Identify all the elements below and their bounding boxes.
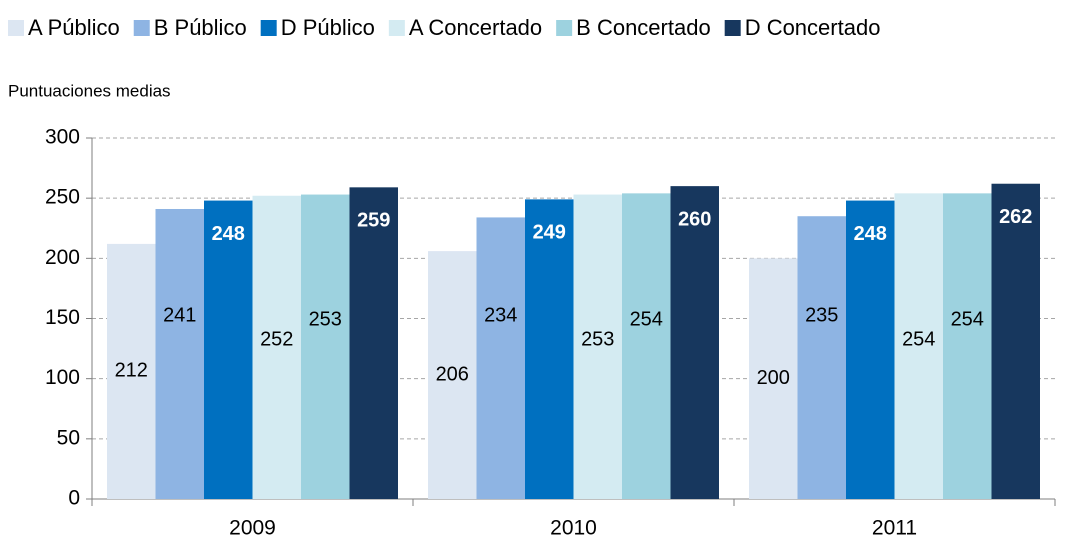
legend-label: D Público xyxy=(281,15,375,40)
legend-swatch xyxy=(388,20,405,36)
legend-swatch xyxy=(133,20,150,36)
bar xyxy=(670,186,719,499)
bar xyxy=(525,199,574,499)
data-label: 253 xyxy=(309,308,342,330)
x-tick-label: 2009 xyxy=(229,517,276,540)
y-tick-label: 200 xyxy=(45,246,80,269)
bar xyxy=(749,258,798,499)
x-tick-label: 2011 xyxy=(872,517,917,540)
data-label: 248 xyxy=(854,223,887,245)
data-label: 254 xyxy=(951,308,984,330)
bar xyxy=(573,194,622,499)
y-axis-label: Puntuaciones medias xyxy=(8,81,171,100)
bar xyxy=(428,251,477,499)
legend-label: A Concertado xyxy=(409,15,542,40)
bar xyxy=(349,187,398,499)
data-label: 212 xyxy=(115,360,148,382)
data-label: 241 xyxy=(163,304,196,326)
bar xyxy=(991,183,1040,499)
data-label: 253 xyxy=(581,328,614,350)
data-label: 254 xyxy=(902,328,935,350)
legend-swatch xyxy=(556,20,573,36)
y-tick-label: 250 xyxy=(45,186,80,209)
y-tick-label: 100 xyxy=(45,366,80,389)
x-tick-label: 2010 xyxy=(550,517,597,540)
bar xyxy=(252,195,301,499)
legend-label: D Concertado xyxy=(745,15,881,40)
data-label: 206 xyxy=(436,363,469,385)
bar xyxy=(107,243,156,499)
data-label: 252 xyxy=(260,328,293,350)
bar xyxy=(894,193,943,499)
bar xyxy=(204,200,253,499)
legend-swatch xyxy=(8,20,24,36)
bar xyxy=(797,216,846,499)
bar xyxy=(476,217,525,500)
data-label: 234 xyxy=(484,304,517,326)
legend-swatch xyxy=(724,20,741,36)
bar xyxy=(301,194,350,499)
y-tick-label: 50 xyxy=(57,426,80,449)
y-tick-label: 150 xyxy=(45,306,80,329)
bar xyxy=(622,193,671,499)
data-label: 254 xyxy=(630,308,663,330)
legend-label: A Público xyxy=(28,15,120,40)
data-label: 235 xyxy=(805,304,838,326)
data-label: 248 xyxy=(212,223,245,245)
bar xyxy=(943,193,992,499)
data-label: 249 xyxy=(533,222,566,244)
data-label: 262 xyxy=(999,206,1032,228)
data-label: 259 xyxy=(357,210,390,232)
y-tick-label: 300 xyxy=(45,126,80,149)
legend-label: B Público xyxy=(154,15,247,40)
y-tick-label: 0 xyxy=(68,487,80,510)
legend-swatch xyxy=(260,20,277,36)
legend-label: B Concertado xyxy=(576,15,711,40)
bar xyxy=(846,200,895,499)
bar xyxy=(155,208,204,499)
data-label: 200 xyxy=(757,367,790,389)
data-label: 260 xyxy=(678,208,711,230)
